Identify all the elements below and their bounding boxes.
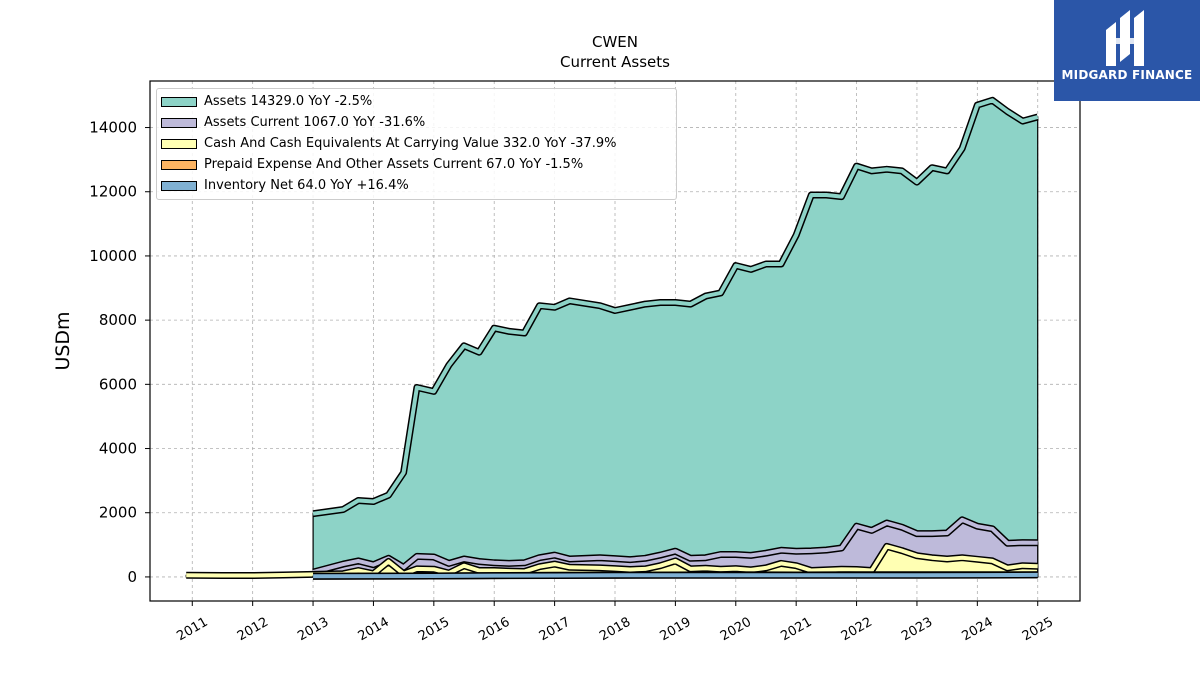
- x-tick-label: 2025: [1020, 615, 1056, 645]
- y-axis: 0 2000 4000 6000 8000 10000 12000 14000: [89, 119, 150, 586]
- logo-mark-icon: [1106, 10, 1144, 66]
- series-line-2: [186, 544, 1038, 578]
- legend-swatch: [161, 97, 197, 107]
- logo-text: MIDGARD FINANCE: [1061, 68, 1193, 82]
- y-tick-label: 10000: [89, 247, 137, 265]
- legend-label: Assets 14329.0 YoY -2.5%: [204, 94, 373, 109]
- y-tick-label: 8000: [99, 311, 137, 329]
- x-tick-label: 2011: [174, 615, 210, 645]
- x-tick-label: 2024: [960, 615, 996, 645]
- y-axis-label: USDm: [52, 311, 74, 370]
- brand-logo: MIDGARD FINANCE: [1054, 0, 1200, 101]
- x-tick-label: 2014: [356, 615, 392, 645]
- y-tick-label: 0: [127, 568, 137, 586]
- legend-label: Inventory Net 64.0 YoY +16.4%: [204, 178, 409, 193]
- legend-label: Prepaid Expense And Other Assets Current…: [204, 157, 584, 172]
- x-tick-label: 2012: [235, 615, 271, 645]
- y-tick-label: 6000: [99, 375, 137, 393]
- x-tick-label: 2023: [899, 615, 935, 645]
- series-layer: [185, 96, 1039, 580]
- series-line-0: [312, 98, 1039, 516]
- y-tick-label: 12000: [89, 183, 137, 201]
- legend-swatch: [161, 118, 197, 128]
- x-tick-label: 2017: [537, 615, 573, 645]
- x-tick-label: 2015: [416, 615, 452, 645]
- series-line-4: [313, 572, 1038, 579]
- y-tick-label: 14000: [89, 119, 137, 137]
- y-tick-label: 4000: [99, 440, 137, 458]
- legend-swatch: [161, 181, 197, 191]
- x-tick-label: 2021: [778, 615, 814, 645]
- x-tick-label: 2018: [597, 615, 633, 645]
- x-tick-label: 2020: [718, 615, 754, 645]
- legend-swatch: [161, 160, 197, 170]
- x-tick-label: 2013: [295, 615, 331, 645]
- legend-swatch: [161, 139, 197, 149]
- x-tick-label: 2019: [658, 615, 694, 645]
- legend: Assets 14329.0 YoY -2.5% Assets Current …: [156, 88, 677, 200]
- series-line-1: [312, 517, 1038, 575]
- y-tick-label: 2000: [99, 504, 137, 522]
- legend-label: Cash And Cash Equivalents At Carrying Va…: [204, 136, 617, 151]
- chart-subtitle: Current Assets: [560, 53, 670, 71]
- x-axis: 2011 2012 2013 2014 2015 2016 2017 2018 2019 2020…: [174, 601, 1056, 644]
- chart-title: CWEN: [591, 33, 638, 51]
- x-tick-label: 2016: [476, 615, 512, 645]
- legend-label: Assets Current 1067.0 YoY -31.6%: [204, 115, 426, 130]
- x-tick-label: 2022: [839, 615, 875, 645]
